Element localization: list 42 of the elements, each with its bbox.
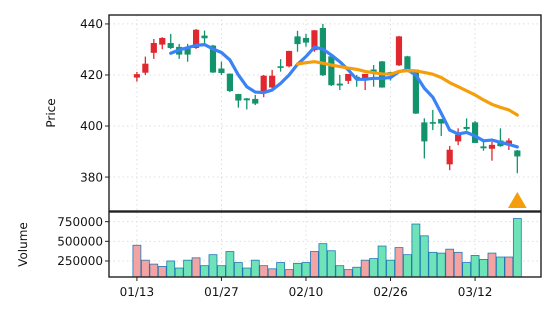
candlestick — [488, 141, 496, 162]
candlestick — [226, 72, 233, 93]
candlestick — [336, 74, 343, 91]
candlestick — [142, 56, 148, 76]
candlestick — [514, 149, 520, 174]
candlestick — [252, 94, 258, 106]
y-axis-title: Volume — [16, 222, 30, 267]
x-tick-label: 02/26 — [373, 285, 408, 299]
candlestick — [159, 36, 166, 50]
candlestick — [201, 30, 208, 44]
candlestick — [302, 33, 310, 48]
candlestick — [168, 33, 174, 50]
x-tick-label: 01/13 — [120, 285, 154, 299]
y-tick-label: 400 — [80, 119, 103, 134]
candlestick — [278, 58, 284, 72]
candlestick — [464, 118, 470, 132]
candlestick — [286, 50, 292, 68]
line-series — [296, 60, 519, 117]
y-tick-label: 750000 — [57, 214, 103, 229]
x-tick-label: 02/10 — [288, 285, 324, 299]
candlestick — [260, 74, 267, 98]
candlestick — [446, 145, 453, 171]
y-tick-label: 380 — [80, 170, 103, 184]
y-axis-title: Price — [44, 98, 58, 128]
candlestick — [244, 97, 250, 110]
candlestick — [345, 74, 352, 85]
line-series — [169, 43, 519, 149]
candlestick — [134, 71, 140, 82]
candlestick — [269, 69, 276, 91]
candlestick — [235, 93, 242, 108]
candlestick — [438, 118, 444, 137]
y-tick-label: 500000 — [57, 234, 103, 249]
x-tick-label: 03/12 — [458, 285, 492, 299]
candlestick — [218, 61, 225, 76]
y-tick-label: 420 — [80, 68, 103, 82]
x-tick-label: 01/27 — [204, 285, 239, 299]
candlestick — [430, 109, 436, 131]
y-tick-label: 250000 — [57, 254, 103, 268]
candlestick — [294, 30, 301, 52]
candlestick — [421, 118, 428, 160]
y-tick-label: 440 — [80, 17, 103, 32]
candlestick — [150, 38, 157, 60]
